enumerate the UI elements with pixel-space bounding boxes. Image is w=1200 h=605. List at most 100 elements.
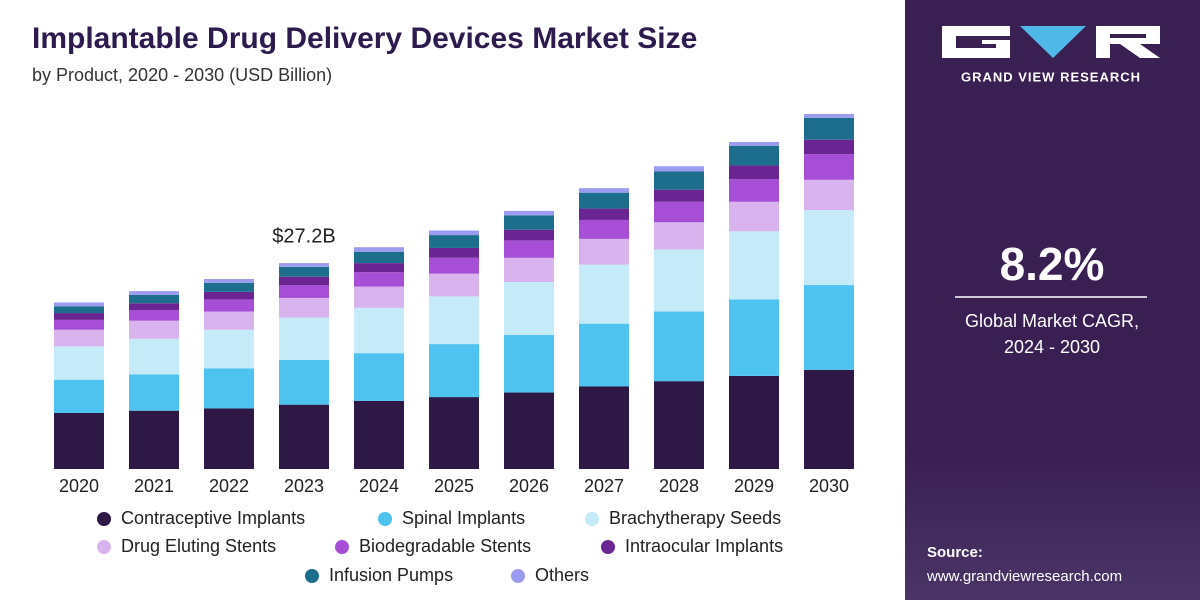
- bar-segment: [429, 235, 479, 248]
- x-tick-label: 2023: [284, 476, 324, 496]
- bar-segment: [729, 165, 779, 180]
- bar-segment: [129, 320, 179, 339]
- bar-segment: [429, 296, 479, 345]
- bar-segment: [729, 201, 779, 232]
- legend-marker: [305, 569, 319, 583]
- bar-segment: [804, 113, 854, 118]
- x-tick-label: 2028: [659, 476, 699, 496]
- bar-segment: [579, 219, 629, 239]
- bar-segment: [54, 319, 104, 330]
- bar-segment: [579, 188, 629, 193]
- bar-segment: [429, 344, 479, 398]
- legend-marker: [97, 512, 111, 526]
- bar-segment: [279, 266, 329, 277]
- x-tick-label: 2029: [734, 476, 774, 496]
- bar-segment: [129, 291, 179, 295]
- bar-segment: [729, 375, 779, 469]
- x-tick-label: 2022: [209, 476, 249, 496]
- bar-segment: [579, 264, 629, 324]
- bar-segment: [504, 215, 554, 230]
- bar-segment: [804, 210, 854, 286]
- bar-segment: [54, 379, 104, 413]
- bar-segment: [204, 368, 254, 409]
- bar-segment: [129, 374, 179, 411]
- bar-segment: [579, 238, 629, 265]
- bar-segment: [54, 346, 104, 380]
- bar-segment: [354, 272, 404, 287]
- legend-marker: [601, 540, 615, 554]
- cagr-period: 2024 - 2030: [1004, 337, 1100, 357]
- bar-segment: [204, 291, 254, 300]
- bar-segment: [654, 381, 704, 469]
- bar-segment: [729, 145, 779, 166]
- x-tick-label: 2026: [509, 476, 549, 496]
- bar-segment: [279, 263, 329, 267]
- side-panel: [905, 0, 1200, 600]
- bar-segment: [654, 171, 704, 190]
- brand-name: GRAND VIEW RESEARCH: [961, 69, 1141, 84]
- bar-segment: [804, 179, 854, 211]
- legend-marker: [378, 512, 392, 526]
- legend-label: Intraocular Implants: [625, 536, 783, 556]
- cagr-label: Global Market CAGR,: [965, 311, 1139, 331]
- bar-segment: [504, 392, 554, 469]
- bar-segment: [204, 311, 254, 330]
- bar-segment: [429, 257, 479, 274]
- bar-segment: [279, 285, 329, 298]
- bar-segment: [429, 273, 479, 297]
- legend-label: Spinal Implants: [402, 508, 525, 528]
- x-tick-label: 2024: [359, 476, 399, 496]
- legend-label: Infusion Pumps: [329, 565, 453, 585]
- bar-segment: [654, 166, 704, 172]
- bar-segment: [54, 313, 104, 320]
- bar-segment: [354, 263, 404, 273]
- bar-segment: [504, 257, 554, 283]
- bar-segment: [504, 210, 554, 216]
- bar-segment: [804, 285, 854, 370]
- bar-segment: [204, 329, 254, 369]
- bar-segment: [804, 369, 854, 469]
- legend-label: Biodegradable Stents: [359, 536, 531, 556]
- bar-segment: [204, 278, 254, 283]
- bar-segment: [354, 247, 404, 252]
- bar-segment: [354, 400, 404, 469]
- bar-segment: [429, 397, 479, 469]
- bar-segment: [429, 230, 479, 236]
- bar-segment: [654, 311, 704, 382]
- x-tick-label: 2025: [434, 476, 474, 496]
- bar-segment: [279, 404, 329, 469]
- logo: [942, 26, 1160, 58]
- cagr-value: 8.2%: [1000, 238, 1105, 290]
- chart-title: Implantable Drug Delivery Devices Market…: [32, 22, 697, 55]
- bar-segment: [279, 317, 329, 360]
- x-tick-label: 2020: [59, 476, 99, 496]
- x-tick-label: 2027: [584, 476, 624, 496]
- source-url: www.grandviewresearch.com: [926, 568, 1122, 585]
- bar-segment: [129, 338, 179, 375]
- logo-r: [1096, 26, 1160, 58]
- bar-segment: [654, 222, 704, 250]
- bar-segment: [504, 229, 554, 241]
- legend-marker: [585, 512, 599, 526]
- bar-segment: [729, 299, 779, 376]
- bar-segment: [504, 335, 554, 393]
- bar-segment: [579, 386, 629, 469]
- chart-subtitle: by Product, 2020 - 2030 (USD Billion): [32, 65, 332, 85]
- bar-segment: [804, 154, 854, 180]
- bar-segment: [54, 329, 104, 347]
- bar-segment: [129, 410, 179, 469]
- bar-segment: [279, 276, 329, 286]
- bar-segment: [354, 286, 404, 308]
- bar-segment: [279, 297, 329, 318]
- bar-segment: [429, 247, 479, 258]
- bar-segment: [279, 359, 329, 405]
- annotation: $27.2B: [272, 225, 335, 247]
- bar-segment: [579, 192, 629, 209]
- bar-segment: [204, 282, 254, 292]
- bar-segment: [129, 310, 179, 321]
- bar-segment: [654, 189, 704, 202]
- bar-segment: [654, 201, 704, 223]
- legend-marker: [97, 540, 111, 554]
- bar-segment: [354, 251, 404, 264]
